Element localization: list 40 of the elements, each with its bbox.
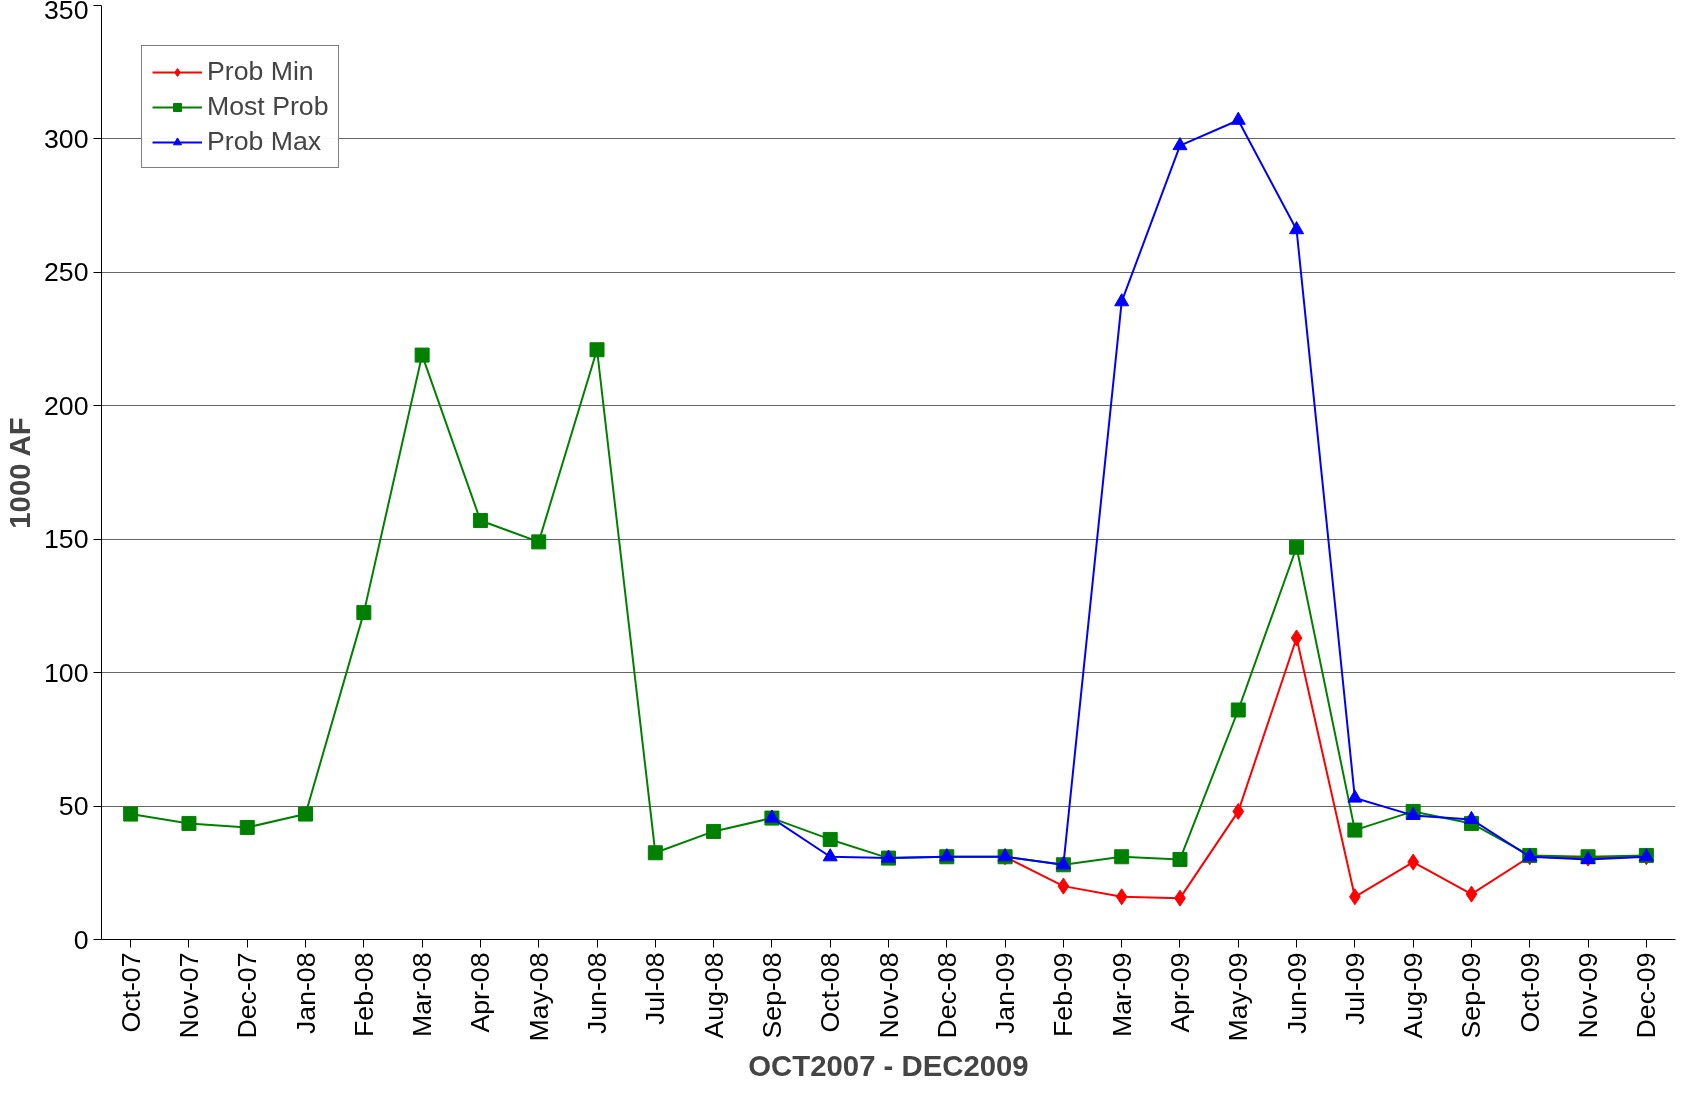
- legend-label: Most Prob: [207, 91, 329, 122]
- x-tick-label: Feb-09: [1048, 952, 1079, 1037]
- x-tick-label: Jul-08: [640, 952, 671, 1026]
- x-axis-title: OCT2007 - DEC2009: [748, 1049, 1029, 1083]
- x-tick-label: Dec-08: [931, 952, 962, 1039]
- x-tick-label: Oct-07: [115, 952, 146, 1033]
- legend-label: Prob Min: [207, 56, 314, 87]
- x-tick-label: Feb-08: [348, 952, 379, 1037]
- x-tick-label: Jan-09: [990, 952, 1021, 1034]
- y-tick-label: 50: [58, 791, 89, 822]
- y-tick-label: 200: [44, 390, 89, 421]
- x-tick-label: Apr-09: [1164, 952, 1195, 1033]
- y-tick-label: 0: [73, 924, 89, 955]
- x-tick-label: Sep-08: [756, 952, 787, 1039]
- x-tick-label: Apr-08: [465, 952, 496, 1033]
- x-tick-label: Aug-09: [1398, 952, 1429, 1039]
- x-tick-label: Jan-08: [290, 952, 321, 1034]
- x-tick-label: May-09: [1223, 952, 1254, 1042]
- x-tick-label: Nov-09: [1573, 952, 1604, 1039]
- y-axis-title: 1000 AF: [3, 417, 37, 529]
- y-tick-label: 250: [44, 257, 89, 288]
- x-tick-label: Oct-09: [1514, 952, 1545, 1033]
- x-tick-label: Oct-08: [815, 952, 846, 1033]
- x-tick-label: Dec-07: [232, 952, 263, 1039]
- x-tick-label: Sep-09: [1456, 952, 1487, 1039]
- x-tick-label: Jun-09: [1281, 952, 1312, 1034]
- y-tick-label: 150: [44, 524, 89, 555]
- x-tick-label: Nov-07: [173, 952, 204, 1039]
- legend-label: Prob Max: [207, 126, 322, 157]
- x-tick-label: Aug-08: [698, 952, 729, 1039]
- y-tick-label: 100: [44, 657, 89, 688]
- y-tick-label: 350: [44, 0, 89, 25]
- x-tick-label: Mar-09: [1106, 952, 1137, 1037]
- x-tick-label: May-08: [523, 952, 554, 1042]
- x-tick-label: Jun-08: [582, 952, 613, 1034]
- y-tick-label: 300: [44, 123, 89, 154]
- x-tick-label: Jul-09: [1339, 952, 1370, 1026]
- x-tick-label: Nov-08: [873, 952, 904, 1039]
- x-tick-label: Dec-09: [1631, 952, 1662, 1039]
- x-tick-label: Mar-08: [407, 952, 438, 1037]
